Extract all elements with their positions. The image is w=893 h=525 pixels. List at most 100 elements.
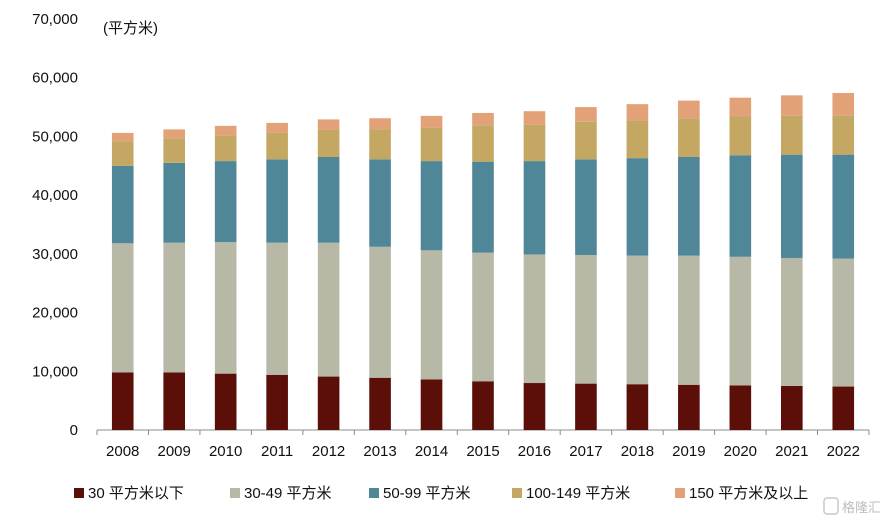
bar-segment (523, 254, 546, 384)
legend: 30 平方米以下 30-49 平方米 50-99 平方米 100-149 平方米 150… (74, 485, 808, 502)
bar-segment (214, 373, 237, 430)
legend-label: 50-99 平方米 (383, 485, 471, 502)
bar-segment (317, 119, 340, 130)
bar-segment (163, 162, 186, 243)
legend-swatch (675, 488, 685, 498)
bar-segment (729, 116, 752, 156)
bar-segment (111, 243, 134, 373)
x-tick-label: 2012 (312, 443, 345, 460)
x-tick-label: 2009 (158, 443, 191, 460)
legend-swatch (512, 488, 522, 498)
bar-segment (523, 161, 546, 255)
bar-segment (369, 118, 391, 130)
bar-segment (369, 129, 391, 160)
bar-segment (163, 138, 186, 163)
bar-segment (626, 120, 649, 159)
bar-segment (626, 255, 649, 385)
bar-segment (111, 141, 134, 166)
bar-segment (214, 242, 237, 374)
bar-segment (729, 256, 752, 386)
x-tick-label: 2017 (569, 443, 602, 460)
bar-segment (678, 118, 700, 157)
legend-swatch (369, 488, 379, 498)
bar-segment (266, 242, 288, 375)
bar-segment (523, 111, 546, 125)
y-tick-label: 0 (70, 422, 78, 439)
legend-label: 30 平方米以下 (88, 485, 184, 502)
y-unit-label: (平方米) (103, 20, 158, 37)
bar-segment (369, 377, 391, 430)
y-tick-label: 70,000 (32, 11, 78, 28)
bar-segment (832, 386, 855, 430)
bar-segment (523, 124, 546, 162)
bar-segment (832, 258, 855, 387)
bar-segment (575, 107, 597, 122)
y-tick-label: 60,000 (32, 70, 78, 87)
bar-segment (678, 156, 700, 256)
y-tick-label: 30,000 (32, 246, 78, 263)
bar-segment (111, 165, 134, 244)
bar-segment (163, 372, 186, 430)
y-tick-label: 40,000 (32, 187, 78, 204)
bar-segment (369, 159, 391, 247)
bar-segment (780, 95, 803, 116)
bar-segment (575, 159, 597, 256)
bar-segment (317, 242, 340, 377)
legend-item: 30-49 平方米 (230, 485, 332, 502)
x-tick-label: 2014 (415, 443, 448, 460)
legend-item: 100-149 平方米 (512, 485, 630, 502)
legend-label: 100-149 平方米 (526, 485, 630, 502)
bar-segment (678, 255, 700, 385)
bar-segment (317, 129, 340, 157)
y-tick-label: 50,000 (32, 128, 78, 145)
legend-item: 30 平方米以下 (74, 485, 184, 502)
y-tick-label: 10,000 (32, 363, 78, 380)
bar-segment (266, 132, 288, 160)
bar-segment (832, 115, 855, 155)
bar-segment (780, 385, 803, 430)
bar-segment (369, 246, 391, 378)
bar-segment (472, 381, 494, 430)
bar-segment (420, 127, 443, 162)
bar-segment (472, 125, 494, 162)
bar-segment (163, 242, 186, 373)
x-tick-label: 2010 (209, 443, 242, 460)
bar-segment (626, 104, 649, 121)
bar-segment (266, 122, 288, 133)
watermark-text: 格隆汇 (842, 500, 881, 515)
bar-segment (163, 129, 186, 139)
bar-segment (780, 154, 803, 258)
bar-segment (214, 135, 237, 162)
bars (111, 92, 855, 430)
bar-segment (266, 374, 288, 430)
bar-segment (678, 100, 700, 119)
bar-segment (214, 125, 237, 136)
bar-segment (111, 372, 134, 430)
legend-item: 150 平方米及以上 (675, 485, 808, 502)
legend-label: 30-49 平方米 (244, 485, 332, 502)
bar-segment (111, 132, 134, 142)
legend-swatch (230, 488, 240, 498)
x-axis: 2008 2009 2010 2011 2012 2013 2014 2015 2016 2017… (96, 429, 870, 460)
bar-segment (729, 97, 752, 117)
x-tick-label: 2018 (621, 443, 654, 460)
bar-segment (317, 376, 340, 430)
x-tick-label: 2021 (775, 443, 808, 460)
logo-g-icon (823, 497, 839, 515)
bar-segment (575, 383, 597, 430)
bar-segment (575, 255, 597, 384)
bar-segment (472, 252, 494, 382)
bar-segment (420, 115, 443, 128)
bar-segment (420, 379, 443, 430)
bar-segment (780, 257, 803, 386)
x-tick-label: 2016 (518, 443, 551, 460)
bar-segment (523, 383, 546, 430)
bar-segment (729, 385, 752, 430)
bar-segment (266, 159, 288, 243)
x-tick-label: 2019 (672, 443, 705, 460)
bar-segment (832, 154, 855, 259)
bar-segment (729, 155, 752, 257)
legend-swatch (74, 488, 84, 498)
bar-segment (575, 121, 597, 160)
